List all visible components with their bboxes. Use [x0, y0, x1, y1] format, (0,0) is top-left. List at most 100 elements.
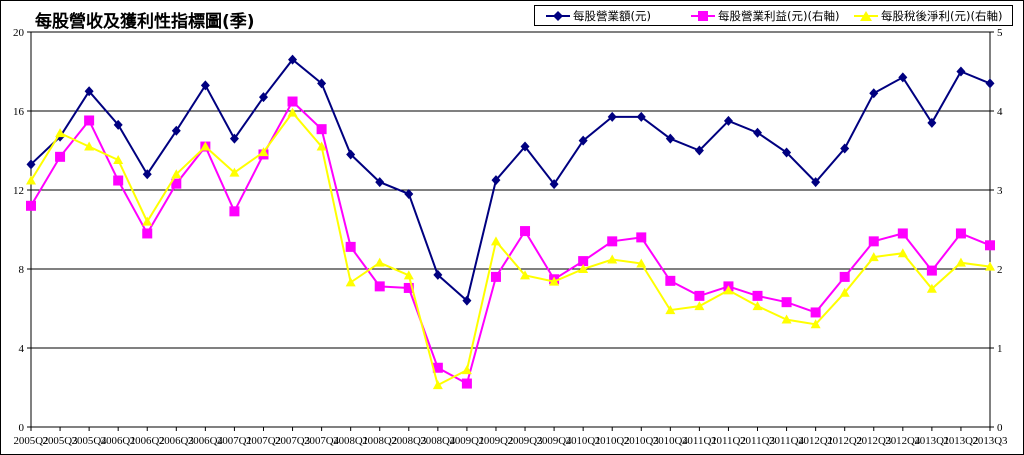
right-axis-tick-label: 4: [997, 106, 1003, 118]
x-axis-tick-label: 2006Q4: [188, 436, 224, 447]
data-point: [926, 265, 937, 276]
data-point: [897, 248, 908, 258]
x-axis-tick-label: 2011Q2: [711, 436, 746, 447]
data-point: [229, 167, 240, 177]
x-axis-tick-label: 2007Q2: [246, 436, 281, 447]
data-point: [461, 378, 472, 389]
data-point: [229, 206, 240, 217]
data-point: [113, 175, 124, 186]
right-axis-tick-label: 5: [997, 27, 1003, 39]
left-axis-tick-label: 20: [13, 27, 25, 39]
data-point: [955, 228, 966, 239]
data-point: [142, 228, 153, 239]
left-axis-tick-label: 16: [13, 106, 25, 118]
series-line-1: [30, 99, 991, 386]
data-point: [607, 236, 618, 247]
left-axis-tick-label: 4: [19, 343, 25, 355]
data-point: [26, 200, 36, 211]
x-axis-tick-label: 2007Q4: [304, 436, 340, 447]
chart-title: 每股營收及獲利性指標圖(季): [35, 12, 255, 32]
data-point: [171, 178, 182, 189]
x-axis-tick-label: 2011Q1: [682, 436, 717, 447]
data-point: [897, 228, 908, 239]
data-point: [491, 175, 501, 186]
data-point: [839, 287, 850, 297]
x-axis-tick-label: 2005Q3: [43, 436, 78, 447]
series-line-0: [30, 58, 991, 303]
data-point: [607, 254, 618, 264]
x-axis-tick-label: 2011Q4: [769, 436, 805, 447]
data-point: [375, 177, 385, 188]
data-point: [26, 159, 36, 170]
x-axis-tick-label: 2013Q3: [973, 436, 1008, 447]
legend-item-net-income: 每股稅後淨利(元)(右軸): [853, 8, 1002, 24]
data-point: [781, 314, 792, 324]
data-point: [665, 133, 675, 144]
x-axis-tick-label: 2009Q3: [508, 436, 543, 447]
data-point: [955, 257, 966, 267]
data-point: [578, 264, 589, 273]
data-point: [258, 92, 268, 103]
x-axis-tick-label: 2007Q3: [275, 436, 310, 447]
data-point: [549, 276, 560, 286]
data-point: [374, 257, 385, 267]
data-point: [200, 141, 211, 151]
data-point: [462, 295, 472, 306]
data-point: [84, 141, 95, 151]
x-axis-tick-label: 2008Q2: [362, 436, 397, 447]
legend: 每股營業額(元) 每股營業利益(元)(右軸) 每股稅後淨利(元)(右軸): [534, 5, 1013, 26]
data-point: [520, 226, 531, 237]
data-point: [490, 236, 501, 246]
data-point: [258, 147, 269, 157]
x-axis-tick-label: 2009Q2: [478, 436, 513, 447]
x-axis-tick-label: 2013Q2: [943, 436, 978, 447]
x-axis-tick-label: 2006Q3: [159, 436, 194, 447]
data-point: [26, 175, 36, 185]
data-point: [520, 270, 531, 280]
data-point: [985, 78, 995, 89]
data-point: [694, 301, 705, 311]
data-point: [433, 269, 443, 280]
data-point: [811, 177, 821, 188]
data-point: [927, 117, 937, 128]
x-axis-tick-label: 2010Q3: [624, 436, 659, 447]
data-point: [869, 88, 879, 99]
series-line-2: [30, 110, 991, 387]
data-point: [403, 270, 414, 280]
data-point: [956, 66, 966, 77]
x-axis-tick-label: 2007Q1: [217, 436, 252, 447]
data-point: [432, 362, 443, 373]
data-point: [781, 297, 792, 308]
data-point: [752, 290, 763, 301]
data-point: [636, 111, 646, 122]
data-point: [316, 141, 327, 151]
x-axis-tick-label: 2013Q1: [914, 436, 949, 447]
x-axis-tick-label: 2009Q4: [537, 436, 573, 447]
data-point: [607, 111, 617, 122]
x-axis-tick-label: 2010Q1: [566, 436, 601, 447]
data-point: [345, 241, 356, 252]
data-point: [926, 283, 937, 293]
data-point: [142, 169, 152, 180]
legend-label-net-income: 每股稅後淨利(元)(右軸): [881, 9, 1003, 23]
x-axis-tick-label: 2012Q1: [798, 436, 833, 447]
plot-area: [30, 31, 991, 428]
data-point: [287, 107, 298, 117]
data-point: [694, 145, 704, 156]
legend-item-operating-income: 每股營業利益(元)(右軸): [690, 8, 839, 24]
legend-item-revenue: 每股營業額(元): [545, 8, 651, 24]
data-point: [782, 147, 792, 158]
right-axis-tick-label: 0: [997, 422, 1003, 434]
data-point: [549, 179, 559, 190]
data-point: [753, 127, 763, 138]
x-axis-tick-label: 2012Q3: [856, 436, 891, 447]
data-point: [985, 240, 995, 251]
right-axis-tick-label: 2: [997, 264, 1003, 276]
data-point: [810, 307, 821, 318]
data-point: [200, 80, 210, 91]
data-point: [404, 188, 414, 199]
data-point: [288, 54, 298, 65]
x-axis-tick-label: 2008Q4: [420, 436, 456, 447]
data-point: [868, 252, 879, 262]
data-point: [898, 72, 908, 83]
